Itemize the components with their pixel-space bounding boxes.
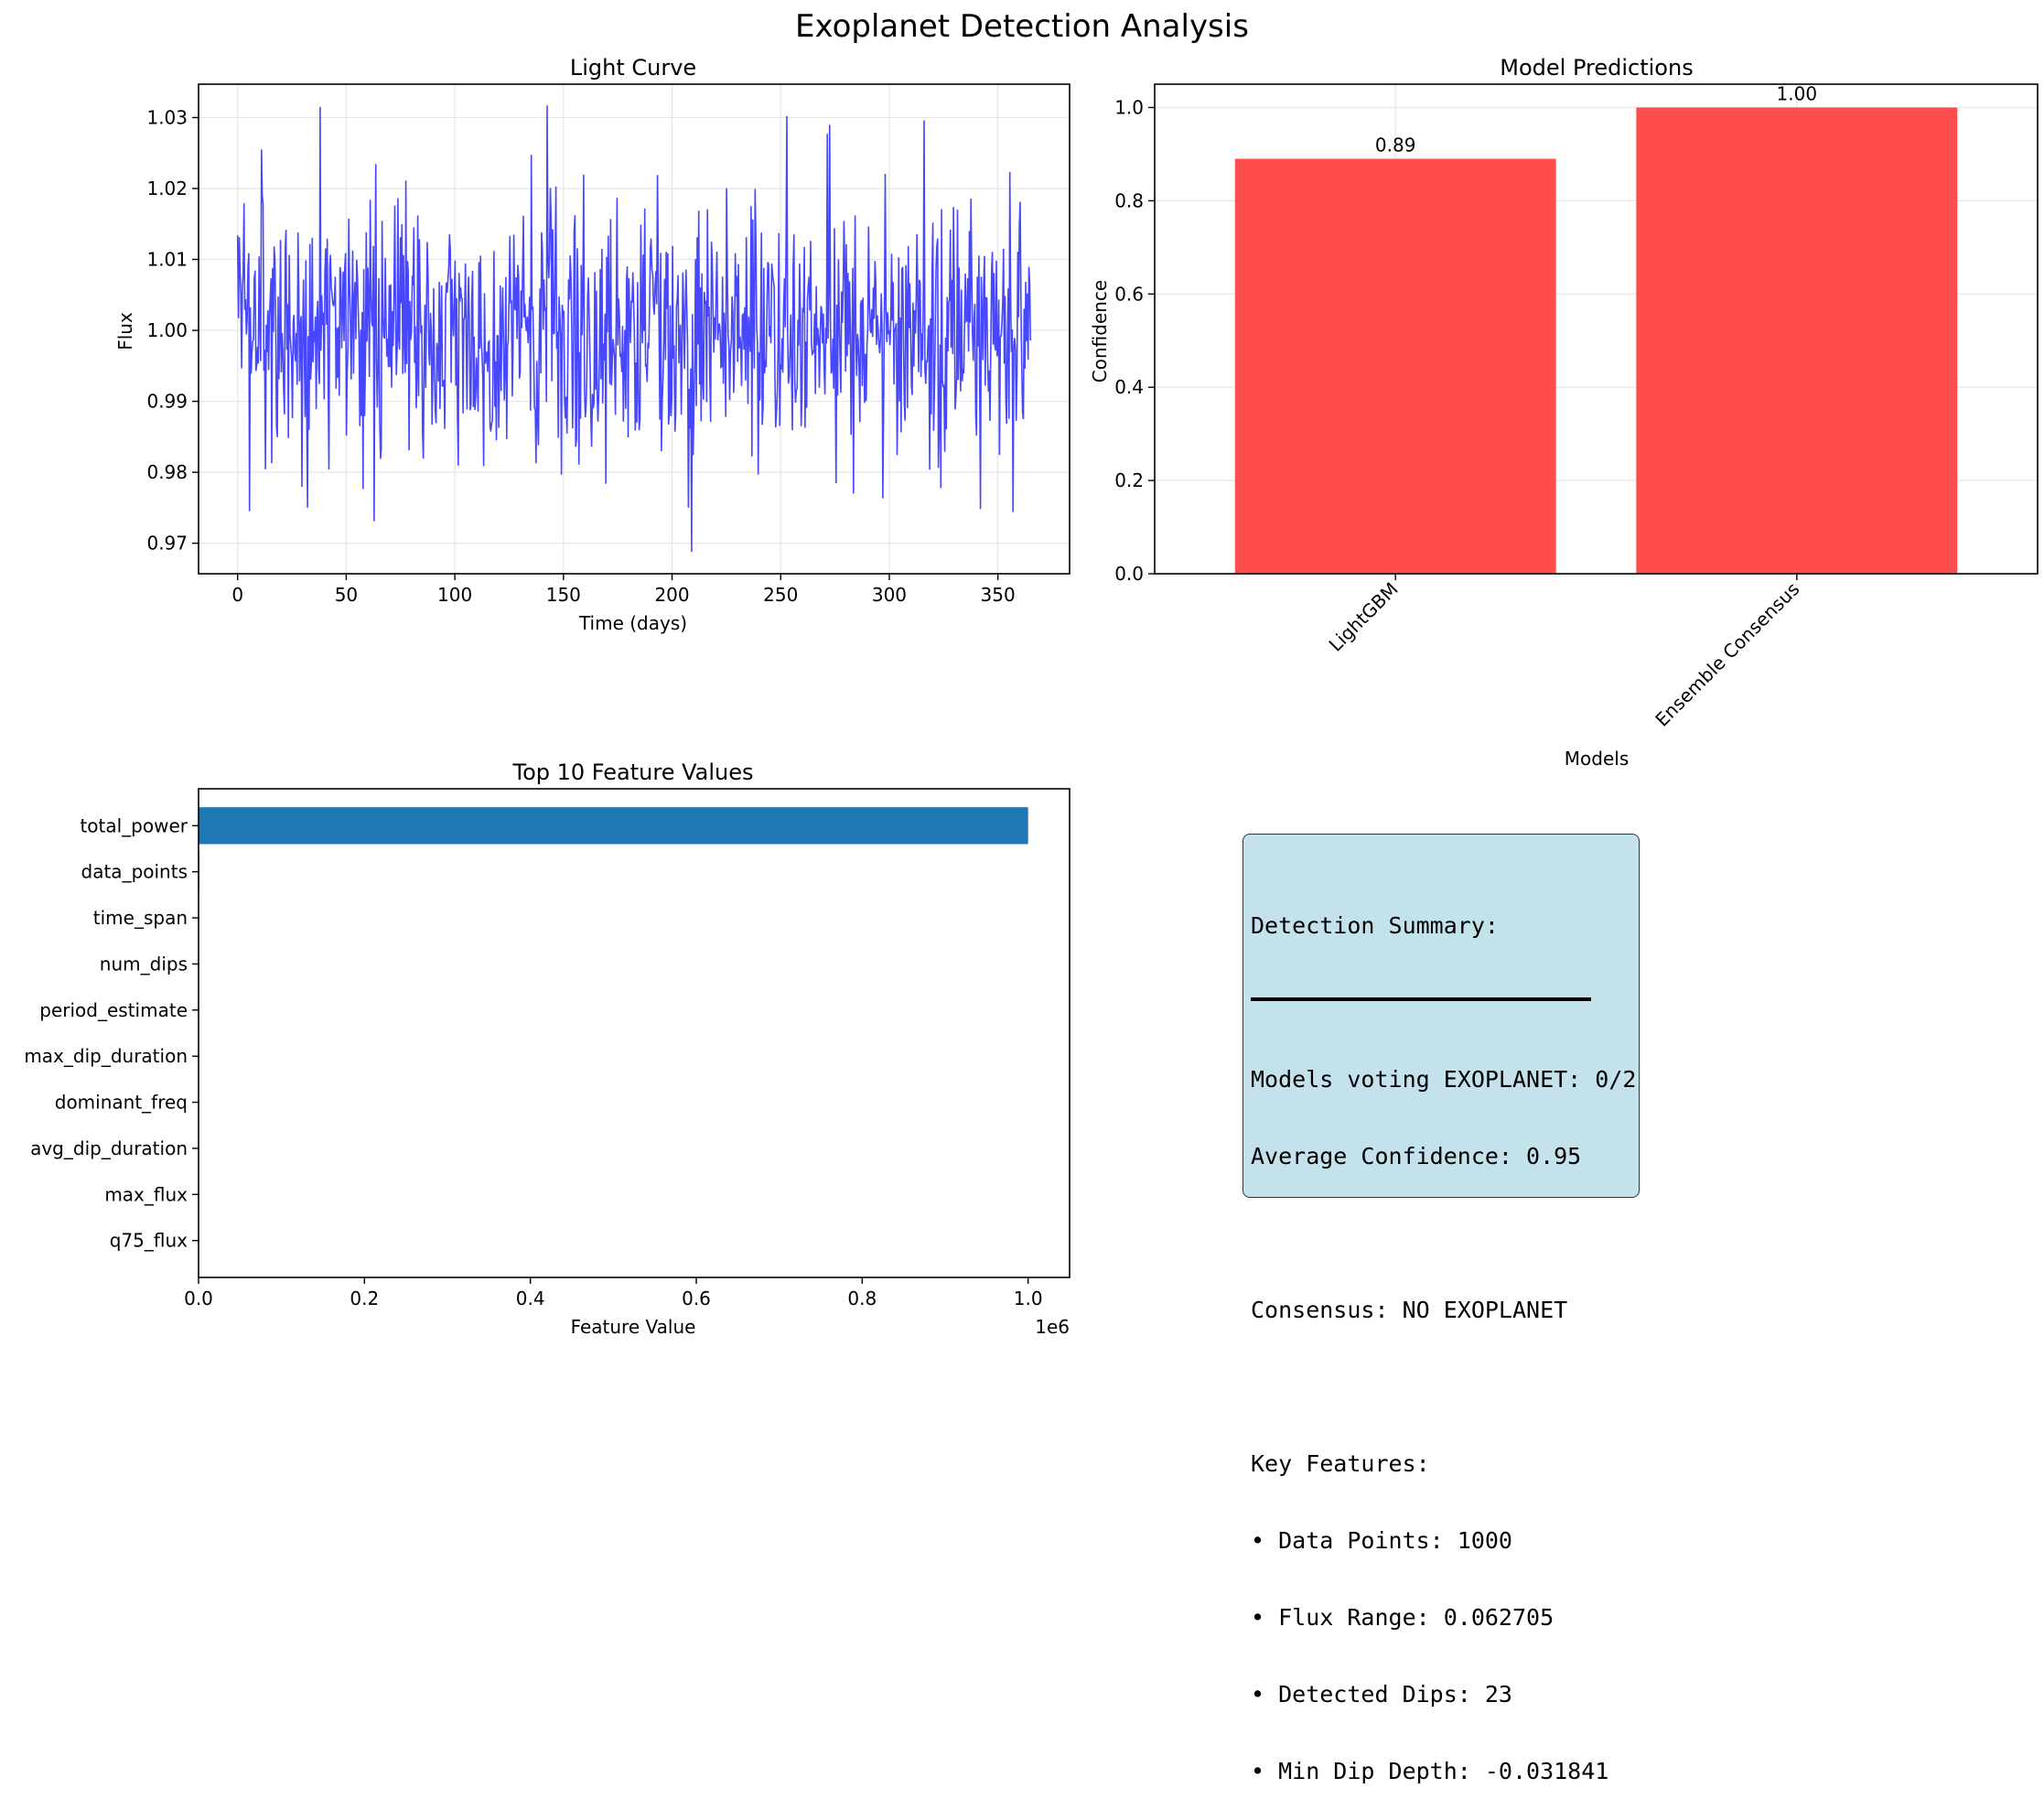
light-curve-ytick-label-2: 0.99 (146, 391, 188, 413)
summary-key-features-label: Key Features: (1251, 1451, 1639, 1477)
model-predictions-bar-value-label-0: 0.89 (1375, 135, 1416, 156)
model-predictions-ylabel: Confidence (1089, 280, 1111, 382)
summary-feature-min-dip-depth: • Min Dip Depth: -0.031841 (1251, 1759, 1639, 1784)
model-predictions-bar-1 (1636, 107, 1957, 574)
feature-values-xtick-label-3: 0.6 (682, 1287, 711, 1309)
model-predictions-ytick-label-1: 0.2 (1114, 469, 1144, 491)
detection-summary-box: Detection Summary: Models voting EXOPLAN… (1243, 834, 1640, 1198)
light-curve-ylabel: Flux (114, 312, 136, 350)
light-curve-xtick-label-0: 0 (231, 584, 243, 606)
light-curve-xtick-label-4: 200 (654, 584, 689, 606)
light-curve-xtick-label-7: 350 (981, 584, 1016, 606)
feature-values-bar-0 (199, 807, 1028, 844)
feature-values-xtick-label-0: 0.0 (184, 1287, 213, 1309)
summary-feature-flux-range: • Flux Range: 0.062705 (1251, 1605, 1639, 1631)
summary-feature-detected-dips: • Detected Dips: 23 (1251, 1682, 1639, 1708)
feature-values-frame (199, 789, 1070, 1277)
light-curve-ytick-label-4: 1.01 (146, 249, 188, 271)
feature-values-ytick-label-9: q75_flux (110, 1230, 188, 1252)
light-curve-series-line (238, 105, 1031, 552)
model-predictions-ytick-label-0: 0.0 (1114, 563, 1144, 585)
summary-consensus: Consensus: NO EXOPLANET (1251, 1298, 1639, 1323)
feature-values-xtick-label-5: 1.0 (1014, 1287, 1043, 1309)
summary-average-confidence: Average Confidence: 0.95 (1251, 1144, 1639, 1169)
light-curve-xtick-label-3: 150 (546, 584, 581, 606)
figure: Exoplanet Detection Analysis Light Curve… (0, 0, 2044, 1350)
feature-values-ytick-label-1: data_points (81, 861, 188, 883)
light-curve-xtick-label-6: 300 (872, 584, 907, 606)
feature-values-xlabel: Feature Value (571, 1316, 696, 1338)
light-curve-ytick-label-3: 1.00 (146, 319, 188, 341)
model-predictions-ytick-label-4: 0.8 (1114, 189, 1144, 211)
light-curve-ytick-label-6: 1.03 (146, 106, 188, 128)
summary-feature-data-points: • Data Points: 1000 (1251, 1528, 1639, 1554)
model-predictions-ytick-label-5: 1.0 (1114, 96, 1144, 118)
light-curve-ytick-label-1: 0.98 (146, 461, 188, 483)
feature-values-axes: Top 10 Feature Values Feature Value 1e6 … (24, 760, 1070, 1338)
model-predictions-bar-value-label-1: 1.00 (1777, 82, 1818, 104)
light-curve-ytick-label-0: 0.97 (146, 533, 188, 555)
light-curve-xtick-label-1: 50 (335, 584, 358, 606)
feature-values-xtick-label-4: 0.8 (847, 1287, 877, 1309)
feature-values-ytick-label-2: time_span (93, 907, 188, 929)
light-curve-xlabel: Time (days) (578, 612, 687, 634)
feature-values-ytick-label-5: max_dip_duration (24, 1045, 188, 1067)
model-predictions-ytick-label-2: 0.4 (1114, 376, 1144, 398)
feature-values-ytick-label-6: dominant_freq (55, 1092, 188, 1114)
model-predictions-bar-0 (1235, 159, 1556, 574)
feature-values-ytick-label-3: num_dips (100, 953, 188, 975)
model-predictions-ytick-label-3: 0.6 (1114, 283, 1144, 305)
feature-values-ytick-label-8: max_flux (104, 1183, 188, 1205)
summary-heading: Detection Summary: (1251, 913, 1639, 939)
summary-divider (1251, 997, 1591, 1001)
feature-values-ytick-label-4: period_estimate (39, 999, 188, 1021)
model-predictions-xtick-label-0: LightGBM (1325, 578, 1403, 656)
feature-values-title: Top 10 Feature Values (511, 760, 753, 785)
light-curve-xtick-label-2: 100 (437, 584, 472, 606)
feature-values-xtick-label-2: 0.4 (516, 1287, 545, 1309)
model-predictions-xtick-label-1: Ensemble Consensus (1651, 578, 1803, 731)
light-curve-axes: Light Curve Time (days) Flux 0 50 100 150 20… (114, 55, 1070, 634)
feature-values-ytick-label-0: total_power (80, 814, 188, 836)
feature-values-offset-text: 1e6 (1035, 1316, 1070, 1338)
figure-suptitle: Exoplanet Detection Analysis (795, 8, 1249, 45)
summary-votes: Models voting EXOPLANET: 0/2 (1251, 1067, 1639, 1093)
light-curve-xtick-label-5: 250 (763, 584, 798, 606)
feature-values-ytick-label-7: avg_dip_duration (30, 1137, 188, 1159)
model-predictions-axes: Model Predictions Models Confidence 0.89… (1089, 55, 2038, 770)
light-curve-title: Light Curve (570, 55, 696, 81)
model-predictions-xlabel: Models (1565, 748, 1629, 770)
feature-values-xtick-label-1: 0.2 (350, 1287, 379, 1309)
light-curve-ytick-label-5: 1.02 (146, 178, 188, 199)
model-predictions-title: Model Predictions (1500, 55, 1693, 81)
